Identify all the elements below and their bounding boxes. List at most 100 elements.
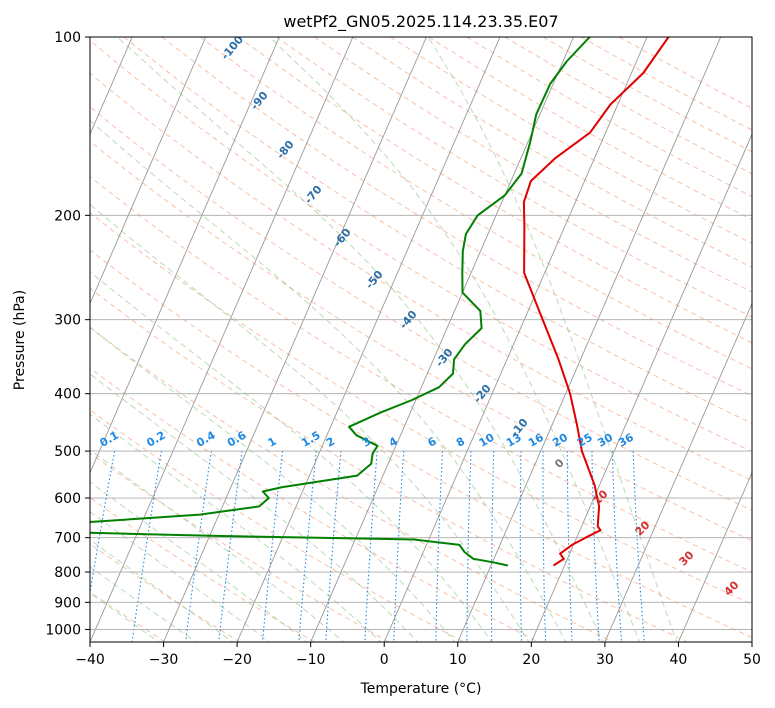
dry-adiabat-label: -60 (331, 226, 354, 250)
moist-adiabat-line (90, 271, 493, 642)
mixing-ratio-line (466, 451, 472, 642)
mixing-ratio-line (490, 451, 495, 642)
isotherm-line (383, 37, 648, 642)
dry-adiabat-line (580, 37, 752, 131)
dry-adiabat-line (90, 106, 752, 511)
mixing-ratio-label: 36 (616, 431, 636, 450)
plot-frame (89, 36, 753, 643)
dry-adiabat-line (90, 72, 752, 482)
y-axis-label: Pressure (hPa) (12, 290, 28, 390)
mixing-ratio-line (611, 451, 623, 642)
isotherm-line (751, 640, 752, 642)
dry-adiabat-label: -80 (274, 138, 297, 162)
dry-adiabat-line (466, 37, 752, 198)
mixing-ratio-label: 16 (526, 431, 546, 450)
moist-adiabat-line (90, 119, 567, 642)
moist-adiabat-line (90, 203, 530, 642)
isotherm-line (677, 471, 752, 642)
dry-adiabat-label: -70 (302, 183, 325, 207)
mixing-ratio-label: 8 (454, 435, 467, 450)
dry-adiabat-line (90, 140, 752, 542)
dry-adiabat-label: -50 (363, 268, 386, 292)
dry-adiabat-line (237, 37, 752, 344)
mixing-ratio-label: 30 (595, 431, 615, 450)
mixing-ratio-line (566, 451, 573, 642)
dry-adiabat-line (90, 39, 752, 453)
dry-adiabat-label: -40 (397, 308, 420, 332)
dry-adiabat-line (161, 37, 752, 397)
x-tick-label: −20 (222, 652, 252, 668)
x-tick-label: 0 (380, 652, 389, 668)
dry-adiabat-line (90, 367, 540, 642)
dry-adiabat-line (90, 249, 752, 639)
x-tick-label: −10 (296, 652, 326, 668)
temperature-profile-line (522, 37, 670, 567)
x-tick-label: −30 (149, 652, 179, 668)
moist-adiabat-line (90, 481, 308, 642)
moist-adiabat-line (90, 510, 271, 642)
moist-adiabat-line (269, 37, 641, 642)
dry-adiabat-line (314, 37, 752, 293)
moist-adiabat-line (90, 566, 197, 642)
mixing-ratio-label: 2 (324, 435, 337, 450)
mixing-ratio-label: 10 (477, 431, 497, 450)
isotherm-line (90, 37, 354, 642)
mixing-ratio-line (90, 451, 116, 596)
y-tick-label: 200 (54, 208, 81, 224)
moist-adiabat-line (90, 326, 456, 642)
moist-adiabat-line (90, 413, 382, 642)
profile-series (90, 37, 670, 567)
isotherm-line (0, 37, 59, 644)
moist-adiabat-label: 40 (722, 578, 742, 598)
x-axis-ticks: −40 −30 −20 −10 0 10 20 30 40 50 (75, 642, 761, 668)
mixing-ratio-line (261, 451, 284, 642)
y-tick-label: 600 (54, 491, 81, 507)
x-tick-label: 30 (596, 652, 614, 668)
mixing-ratio-line (591, 451, 600, 642)
isotherm-line (236, 37, 501, 642)
background-lines (90, 37, 752, 642)
y-tick-label: 800 (54, 565, 81, 581)
isotherm-line (163, 37, 427, 642)
y-tick-label: 500 (54, 444, 81, 460)
x-tick-label: 10 (449, 652, 467, 668)
dewpoint-profile-line (90, 37, 591, 567)
mixing-ratio-line (185, 451, 212, 642)
dry-adiabat-line (90, 452, 391, 642)
y-tick-label: 900 (54, 595, 81, 611)
x-tick-label: 20 (522, 652, 540, 668)
dry-adiabat-line (90, 175, 752, 573)
dry-adiabat-label: -20 (471, 382, 494, 406)
mixing-ratio-line (325, 451, 342, 642)
y-tick-label: 400 (54, 387, 81, 403)
moist-adiabat-label: 20 (633, 518, 653, 538)
dry-adiabat-line (504, 37, 752, 175)
dry-adiabat-line (275, 37, 752, 318)
x-axis-label: Temperature (°C) (360, 681, 482, 697)
mixing-ratio-line (298, 451, 317, 642)
mixing-ratio-line (435, 451, 444, 642)
dry-adiabat-line (90, 497, 316, 642)
mixing-ratio-line (364, 451, 378, 642)
dry-adiabat-line (542, 37, 752, 153)
mixing-ratio-line (542, 451, 547, 642)
y-tick-label: 700 (54, 531, 81, 547)
isotherm-line (90, 37, 207, 305)
moist-adiabat-label: 30 (677, 548, 697, 568)
mixing-ratio-line (131, 451, 162, 642)
isotherm-line (530, 133, 752, 642)
dry-adiabat-line (90, 212, 752, 605)
moist-adiabat-line (90, 449, 345, 642)
mixing-ratio-label: 1 (266, 435, 279, 450)
x-tick-label: 50 (743, 652, 761, 668)
mixing-ratio-label: 1.5 (299, 429, 322, 450)
isotherm-line (604, 302, 752, 642)
isotherm-line (310, 37, 574, 642)
isotherm-line (457, 37, 722, 642)
mixing-ratio-line (519, 451, 523, 642)
mixing-ratio-label: 0.2 (144, 429, 167, 450)
y-tick-label: 1000 (45, 622, 81, 638)
y-tick-label: 300 (54, 313, 81, 329)
